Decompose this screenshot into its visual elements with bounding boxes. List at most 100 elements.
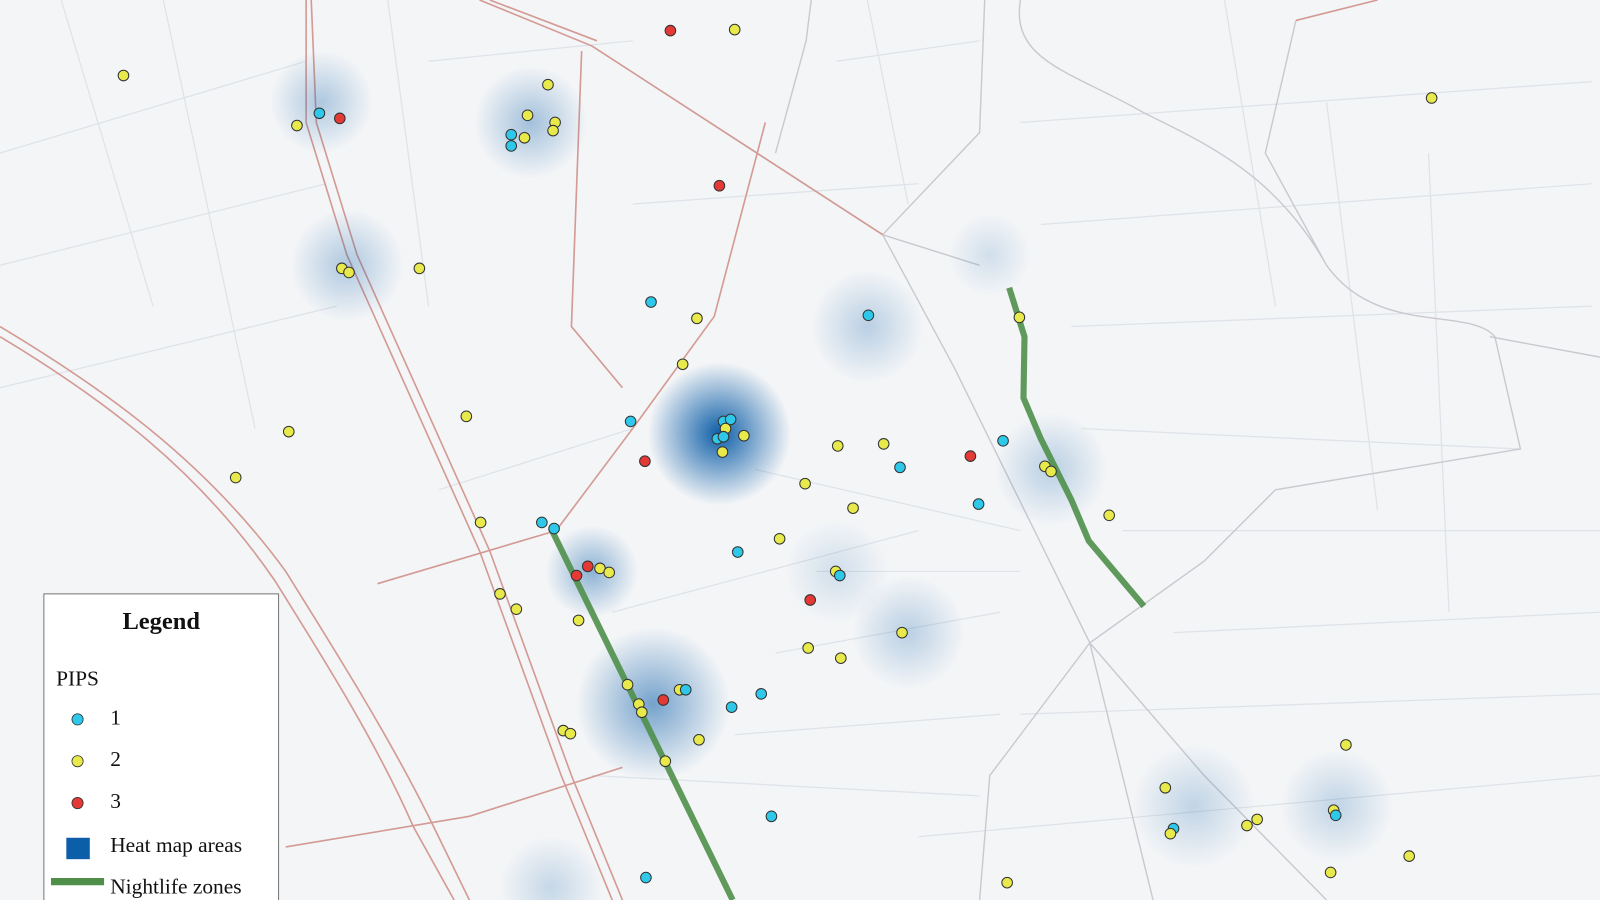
pips-point: [621, 678, 634, 691]
legend-marker: [71, 797, 84, 810]
legend-group-title: PIPS: [56, 667, 99, 691]
pips-point: [624, 415, 637, 428]
pips-point: [972, 498, 985, 510]
pips-point: [1251, 813, 1263, 826]
pips-point: [834, 652, 847, 664]
pips-point: [1403, 850, 1416, 862]
legend-heat-swatch: [66, 837, 90, 860]
pips-point: [738, 429, 750, 442]
pips-point: [548, 522, 560, 535]
pips-point: [833, 569, 846, 582]
pips-point: [997, 434, 1009, 447]
pips-point: [581, 560, 594, 573]
legend-marker: [71, 713, 84, 726]
pips-point: [547, 124, 559, 137]
points-layer: [117, 23, 1438, 889]
legend-title: Legend: [122, 608, 200, 635]
heat-area: [474, 66, 587, 179]
pips-point: [282, 425, 295, 438]
pips-point: [505, 140, 518, 152]
pips-point: [1159, 781, 1172, 794]
pips-point: [691, 312, 703, 325]
pips-point: [804, 594, 817, 606]
heat-area: [811, 270, 924, 383]
pips-point: [1425, 92, 1438, 104]
pips-point: [693, 733, 705, 746]
pips-point: [1241, 819, 1253, 832]
heat-area: [576, 627, 730, 781]
pips-point: [802, 642, 814, 654]
heat-layer: [270, 51, 1393, 900]
pips-point: [413, 262, 426, 275]
pips-point: [313, 107, 326, 120]
pips-point: [343, 266, 355, 279]
pips-point: [716, 446, 729, 458]
heat-area: [545, 525, 638, 618]
legend-marker: [71, 755, 84, 768]
pips-point: [725, 701, 738, 713]
pips-point: [639, 455, 651, 468]
pips-point: [564, 727, 577, 740]
pips-point: [603, 566, 615, 579]
pips-point: [964, 450, 977, 462]
pips-point: [877, 438, 890, 450]
pips-point: [1340, 739, 1352, 751]
pips-point: [862, 309, 875, 322]
pips-point: [731, 546, 744, 558]
legend-label: 3: [110, 789, 121, 813]
pips-point: [676, 358, 689, 371]
heat-area: [948, 214, 1031, 296]
heat-area: [270, 51, 373, 154]
legend-nightlife-label: Nightlife zones: [110, 875, 241, 899]
heat-area: [1132, 744, 1256, 868]
pips-point: [494, 588, 506, 600]
pips-point: [117, 69, 130, 82]
pips-point: [1329, 809, 1342, 822]
pips-point: [333, 112, 346, 125]
pips-point: [572, 614, 585, 627]
pips-point: [831, 440, 844, 452]
pips-point: [728, 23, 741, 36]
pips-point: [640, 871, 652, 884]
heat-area: [500, 836, 603, 900]
pips-point: [291, 119, 303, 132]
pips-point: [536, 516, 548, 529]
pips-point: [724, 413, 737, 426]
pips-point: [1045, 465, 1057, 478]
pips-point: [896, 626, 908, 639]
pips-point: [1013, 311, 1026, 324]
pips-point: [460, 410, 473, 423]
pips-point: [664, 24, 677, 37]
nightlife-zone: [1006, 286, 1147, 609]
pips-point: [229, 471, 242, 484]
pips-point: [518, 131, 531, 144]
pips-point: [542, 78, 554, 91]
legend: Legend PIPS 1 2 3 Heat map areas Nightlife…: [43, 593, 280, 900]
pips-point: [755, 688, 768, 700]
pips-point: [505, 128, 518, 141]
pips-point: [679, 683, 692, 696]
pips-point: [773, 532, 786, 545]
pips-point: [765, 810, 778, 823]
pips-point: [713, 179, 726, 192]
legend-label: 2: [110, 747, 121, 771]
pips-point: [1324, 866, 1337, 879]
pips-point: [657, 694, 670, 706]
pips-point: [521, 109, 534, 122]
legend-heat-label: Heat map areas: [110, 833, 242, 857]
heat-area: [290, 209, 404, 322]
pips-point: [636, 706, 648, 719]
pips-point: [645, 296, 657, 308]
pips-point: [659, 755, 672, 768]
pips-point: [1001, 876, 1013, 889]
pips-point: [799, 477, 811, 490]
pips-point: [510, 603, 523, 615]
heat-area: [852, 576, 965, 689]
pips-point: [717, 430, 730, 443]
legend-items: 1 2 3: [71, 705, 121, 813]
pips-point: [894, 461, 906, 474]
legend-label: 1: [110, 705, 121, 729]
pips-point: [1103, 509, 1116, 522]
